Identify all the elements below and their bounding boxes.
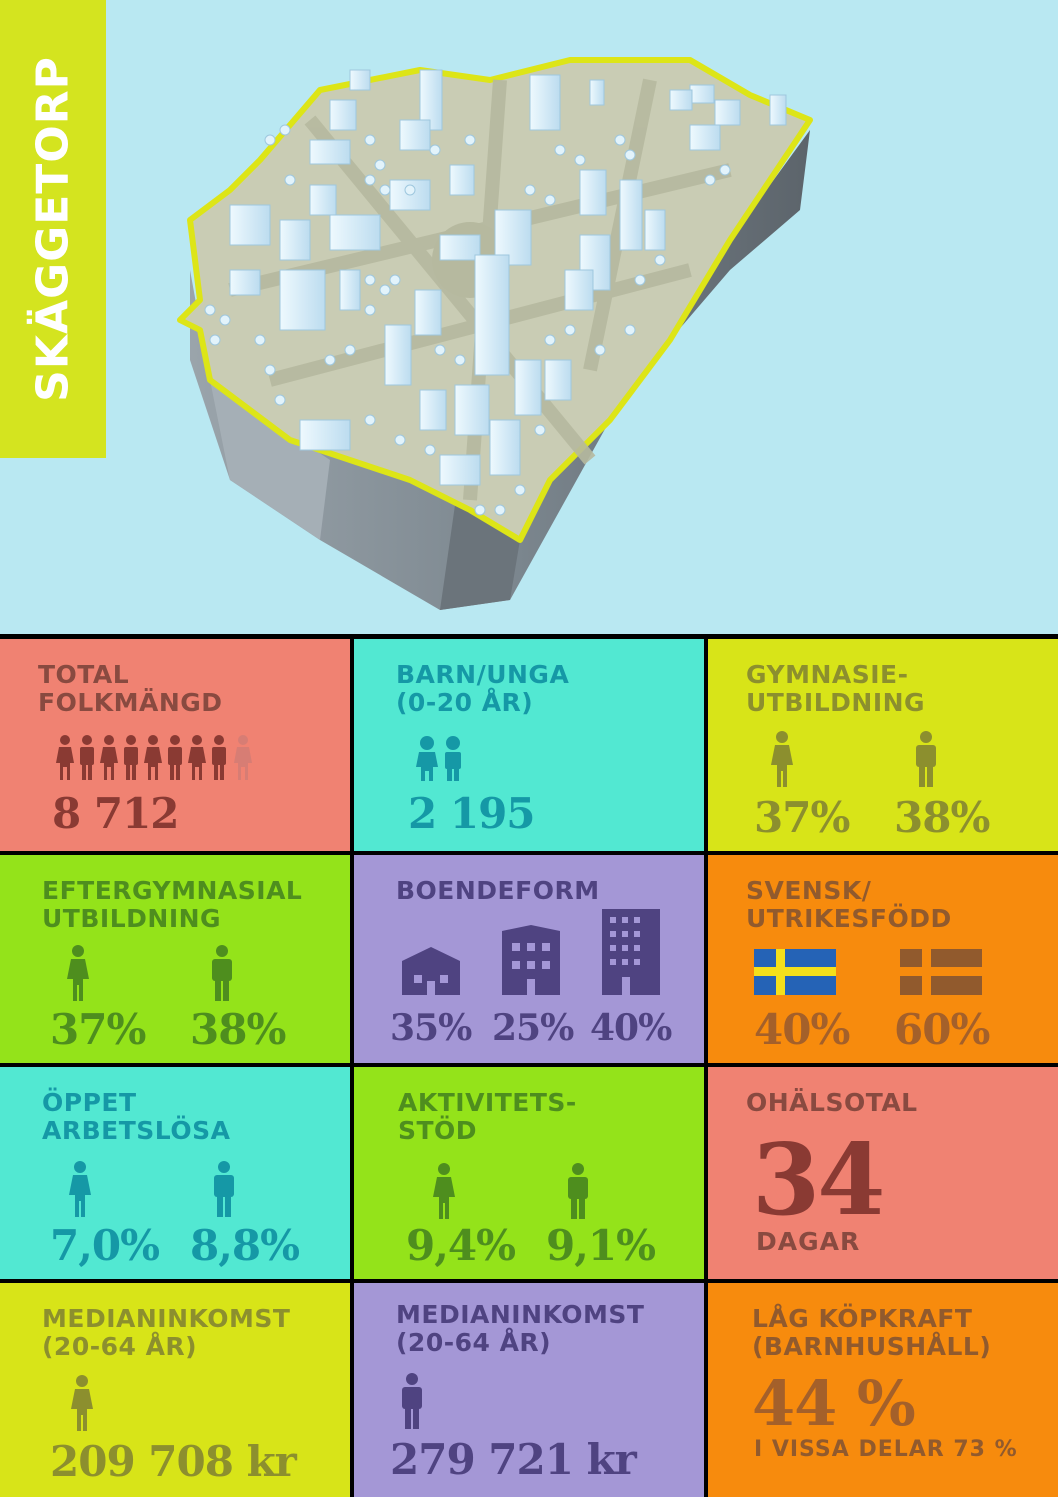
card-higher-education: EFTERGYMNASIAL UTBILDNING 37% 38%	[0, 855, 350, 1063]
female-icon	[433, 1163, 455, 1219]
swedish-value: 40%	[754, 1005, 850, 1054]
youth-value: 2 195	[408, 789, 536, 838]
male-value: 38%	[190, 1005, 286, 1054]
foreign-value: 60%	[894, 1005, 990, 1054]
female-value: 9,4%	[406, 1221, 516, 1270]
female-icon	[71, 1375, 93, 1431]
townhouse-icon	[502, 925, 560, 995]
card-median-income-male: MEDIANINKOMST (20-64 ÅR) 279 721 kr	[354, 1283, 704, 1497]
card-label: BARN/UNGA (0-20 ÅR)	[396, 660, 570, 717]
card-label: TOTAL FOLKMÄNGD	[38, 660, 223, 717]
male-icon	[568, 1163, 588, 1219]
card-unemployed: ÖPPET ARBETSLÖSA 7,0% 8,8%	[0, 1067, 350, 1279]
card-label: ÖPPET ARBETSLÖSA	[42, 1088, 231, 1145]
card-label: MEDIANINKOMST (20-64 ÅR)	[396, 1300, 645, 1357]
income-female-value: 209 708 kr	[50, 1437, 297, 1486]
male-icon	[212, 945, 232, 1001]
card-label: EFTERGYMNASIAL UTBILDNING	[42, 876, 303, 933]
male-icon	[916, 731, 936, 787]
female-value: 37%	[50, 1005, 146, 1054]
male-value: 38%	[894, 793, 990, 842]
district-map-illustration	[177, 57, 813, 610]
stats-grid: TOTAL FOLKMÄNGD 8 712 BARN/UNGA (0-20 ÅR…	[0, 639, 1058, 1497]
swedish-flag-icon	[754, 949, 836, 995]
female-value: 37%	[754, 793, 850, 842]
page-title: SKÄGGETORP	[27, 56, 79, 402]
card-housing: BOENDEFORM 35% 25%	[354, 855, 704, 1063]
male-value: 8,8%	[190, 1221, 300, 1270]
card-gymnasium: GYMNASIE- UTBILDNING 37% 38%	[708, 639, 1058, 851]
card-origin: SVENSK/ UTRIKESFÖDD 40% 60%	[708, 855, 1058, 1063]
card-label: BOENDEFORM	[396, 876, 600, 905]
card-purchasing-power: LÅG KÖPKRAFT (BARNHUSHÅLL) 44 % I VISSA …	[708, 1283, 1058, 1497]
house-icon	[402, 947, 460, 995]
female-icon	[67, 945, 89, 1001]
population-value: 8 712	[52, 789, 180, 838]
sickness-value: 34	[752, 1123, 885, 1238]
card-label: LÅG KÖPKRAFT (BARNHUSHÅLL)	[752, 1304, 992, 1361]
female-icon	[69, 1161, 91, 1217]
male-value: 9,1%	[546, 1221, 656, 1270]
purchasing-note: I VISSA DELAR 73 %	[754, 1437, 1018, 1462]
townhouse-value: 25%	[492, 1007, 574, 1049]
house-value: 35%	[390, 1007, 472, 1049]
male-icon	[402, 1373, 422, 1429]
card-label: MEDIANINKOMST (20-64 ÅR)	[42, 1304, 291, 1361]
apartment-value: 40%	[590, 1007, 672, 1049]
people-row-icon	[56, 735, 252, 780]
foreign-flag-icon	[900, 949, 982, 995]
card-median-income-female: MEDIANINKOMST (20-64 ÅR) 209 708 kr	[0, 1283, 350, 1497]
card-label: AKTIVITETS- STÖD	[398, 1088, 577, 1145]
purchasing-value: 44 %	[752, 1367, 916, 1440]
male-icon	[214, 1161, 234, 1217]
card-youth: BARN/UNGA (0-20 ÅR) 2 195	[354, 639, 704, 851]
title-tab: SKÄGGETORP	[0, 0, 106, 458]
income-male-value: 279 721 kr	[390, 1435, 637, 1484]
card-label: OHÄLSOTAL	[746, 1088, 918, 1117]
female-value: 7,0%	[50, 1221, 160, 1270]
apartment-building-icon	[602, 909, 660, 995]
card-sickness: OHÄLSOTAL 34 DAGAR	[708, 1067, 1058, 1279]
card-label: GYMNASIE- UTBILDNING	[746, 660, 926, 717]
card-population: TOTAL FOLKMÄNGD 8 712	[0, 639, 350, 851]
sickness-unit: DAGAR	[756, 1227, 861, 1256]
card-activity-support: AKTIVITETS- STÖD 9,4% 9,1%	[354, 1067, 704, 1279]
card-label: SVENSK/ UTRIKESFÖDD	[746, 876, 952, 933]
hero-map-section: SKÄGGETORP	[0, 0, 1058, 634]
children-icon	[416, 736, 461, 781]
female-icon	[771, 731, 793, 787]
